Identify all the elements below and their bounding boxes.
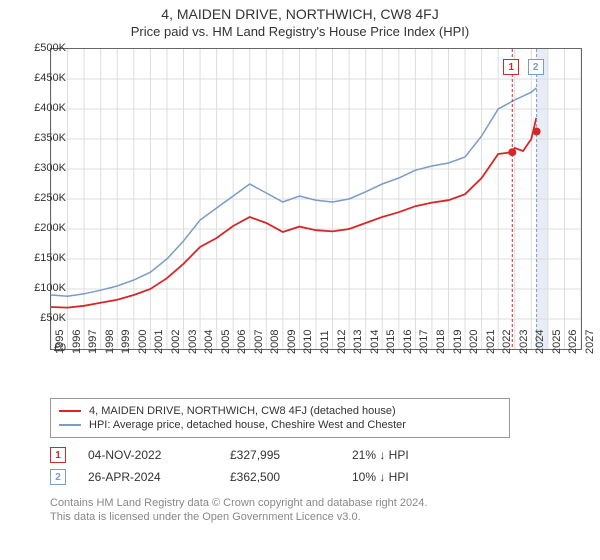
- x-axis-label: 2008: [269, 330, 281, 354]
- x-axis-label: 2023: [518, 330, 530, 354]
- x-axis-label: 1999: [120, 330, 132, 354]
- x-axis-label: 2000: [137, 330, 149, 354]
- transaction-id-box: 1: [50, 447, 66, 463]
- transaction-marker: 1: [503, 59, 519, 75]
- x-axis-label: 2012: [336, 330, 348, 354]
- footer-attribution: Contains HM Land Registry data © Crown c…: [50, 496, 427, 525]
- y-axis-label: £50K: [40, 312, 66, 324]
- y-axis-label: £500K: [34, 42, 66, 54]
- x-axis-label: 2009: [286, 330, 298, 354]
- transaction-id-box: 2: [50, 469, 66, 485]
- x-axis-label: 2020: [468, 330, 480, 354]
- x-axis-label: 2013: [352, 330, 364, 354]
- x-axis-label: 2005: [220, 330, 232, 354]
- transaction-price: £362,500: [230, 470, 330, 484]
- footer-line2: This data is licensed under the Open Gov…: [50, 510, 427, 524]
- y-axis-label: £150K: [34, 252, 66, 264]
- x-axis-label: 2007: [253, 330, 265, 354]
- x-axis-label: 2004: [203, 330, 215, 354]
- transaction-row: 1 04-NOV-2022 £327,995 21% ↓ HPI: [50, 444, 409, 466]
- y-axis-label: £300K: [34, 162, 66, 174]
- y-axis-label: £400K: [34, 102, 66, 114]
- transaction-table: 1 04-NOV-2022 £327,995 21% ↓ HPI 2 26-APR-202…: [50, 444, 409, 488]
- x-axis-label: 2026: [567, 330, 579, 354]
- y-axis-label: £450K: [34, 72, 66, 84]
- x-axis-label: 2024: [534, 330, 546, 354]
- x-axis-label: 2018: [435, 330, 447, 354]
- chart-subtitle: Price paid vs. HM Land Registry's House …: [0, 22, 600, 39]
- transaction-marker: 2: [528, 59, 544, 75]
- x-axis-label: 2001: [153, 330, 165, 354]
- x-axis-label: 2019: [452, 330, 464, 354]
- transaction-date: 26-APR-2024: [88, 470, 208, 484]
- x-axis-label: 2011: [319, 330, 331, 354]
- transaction-date: 04-NOV-2022: [88, 448, 208, 462]
- transaction-delta: 21% ↓ HPI: [352, 448, 409, 462]
- legend-swatch: [59, 410, 81, 412]
- y-axis-label: £350K: [34, 132, 66, 144]
- legend: 4, MAIDEN DRIVE, NORTHWICH, CW8 4FJ (det…: [50, 398, 510, 438]
- y-axis-label: £200K: [34, 222, 66, 234]
- transaction-price: £327,995: [230, 448, 330, 462]
- x-axis-label: 2017: [418, 330, 430, 354]
- x-axis-label: 2014: [369, 330, 381, 354]
- y-axis-label: £250K: [34, 192, 66, 204]
- x-axis-label: 2025: [551, 330, 563, 354]
- x-axis-label: 2022: [501, 330, 513, 354]
- x-axis-label: 2010: [302, 330, 314, 354]
- x-axis-label: 2006: [236, 330, 248, 354]
- chart-svg: [51, 49, 581, 349]
- transaction-delta: 10% ↓ HPI: [352, 470, 409, 484]
- legend-label: 4, MAIDEN DRIVE, NORTHWICH, CW8 4FJ (det…: [89, 405, 396, 417]
- footer-line1: Contains HM Land Registry data © Crown c…: [50, 496, 427, 510]
- legend-item: HPI: Average price, detached house, Ches…: [59, 418, 501, 432]
- x-axis-label: 1997: [87, 330, 99, 354]
- chart-area: [50, 48, 582, 350]
- x-axis-label: 1998: [104, 330, 116, 354]
- legend-item: 4, MAIDEN DRIVE, NORTHWICH, CW8 4FJ (det…: [59, 404, 501, 418]
- legend-swatch: [59, 424, 81, 426]
- x-axis-label: 1996: [71, 330, 83, 354]
- x-axis-label: 2015: [385, 330, 397, 354]
- x-axis-label: 2021: [485, 330, 497, 354]
- transaction-row: 2 26-APR-2024 £362,500 10% ↓ HPI: [50, 466, 409, 488]
- x-axis-label: 1995: [54, 330, 66, 354]
- x-axis-label: 2016: [402, 330, 414, 354]
- x-axis-label: 2003: [187, 330, 199, 354]
- x-axis-label: 2002: [170, 330, 182, 354]
- y-axis-label: £100K: [34, 282, 66, 294]
- x-axis-label: 2027: [584, 330, 596, 354]
- chart-title: 4, MAIDEN DRIVE, NORTHWICH, CW8 4FJ: [0, 0, 600, 22]
- legend-label: HPI: Average price, detached house, Ches…: [89, 419, 406, 431]
